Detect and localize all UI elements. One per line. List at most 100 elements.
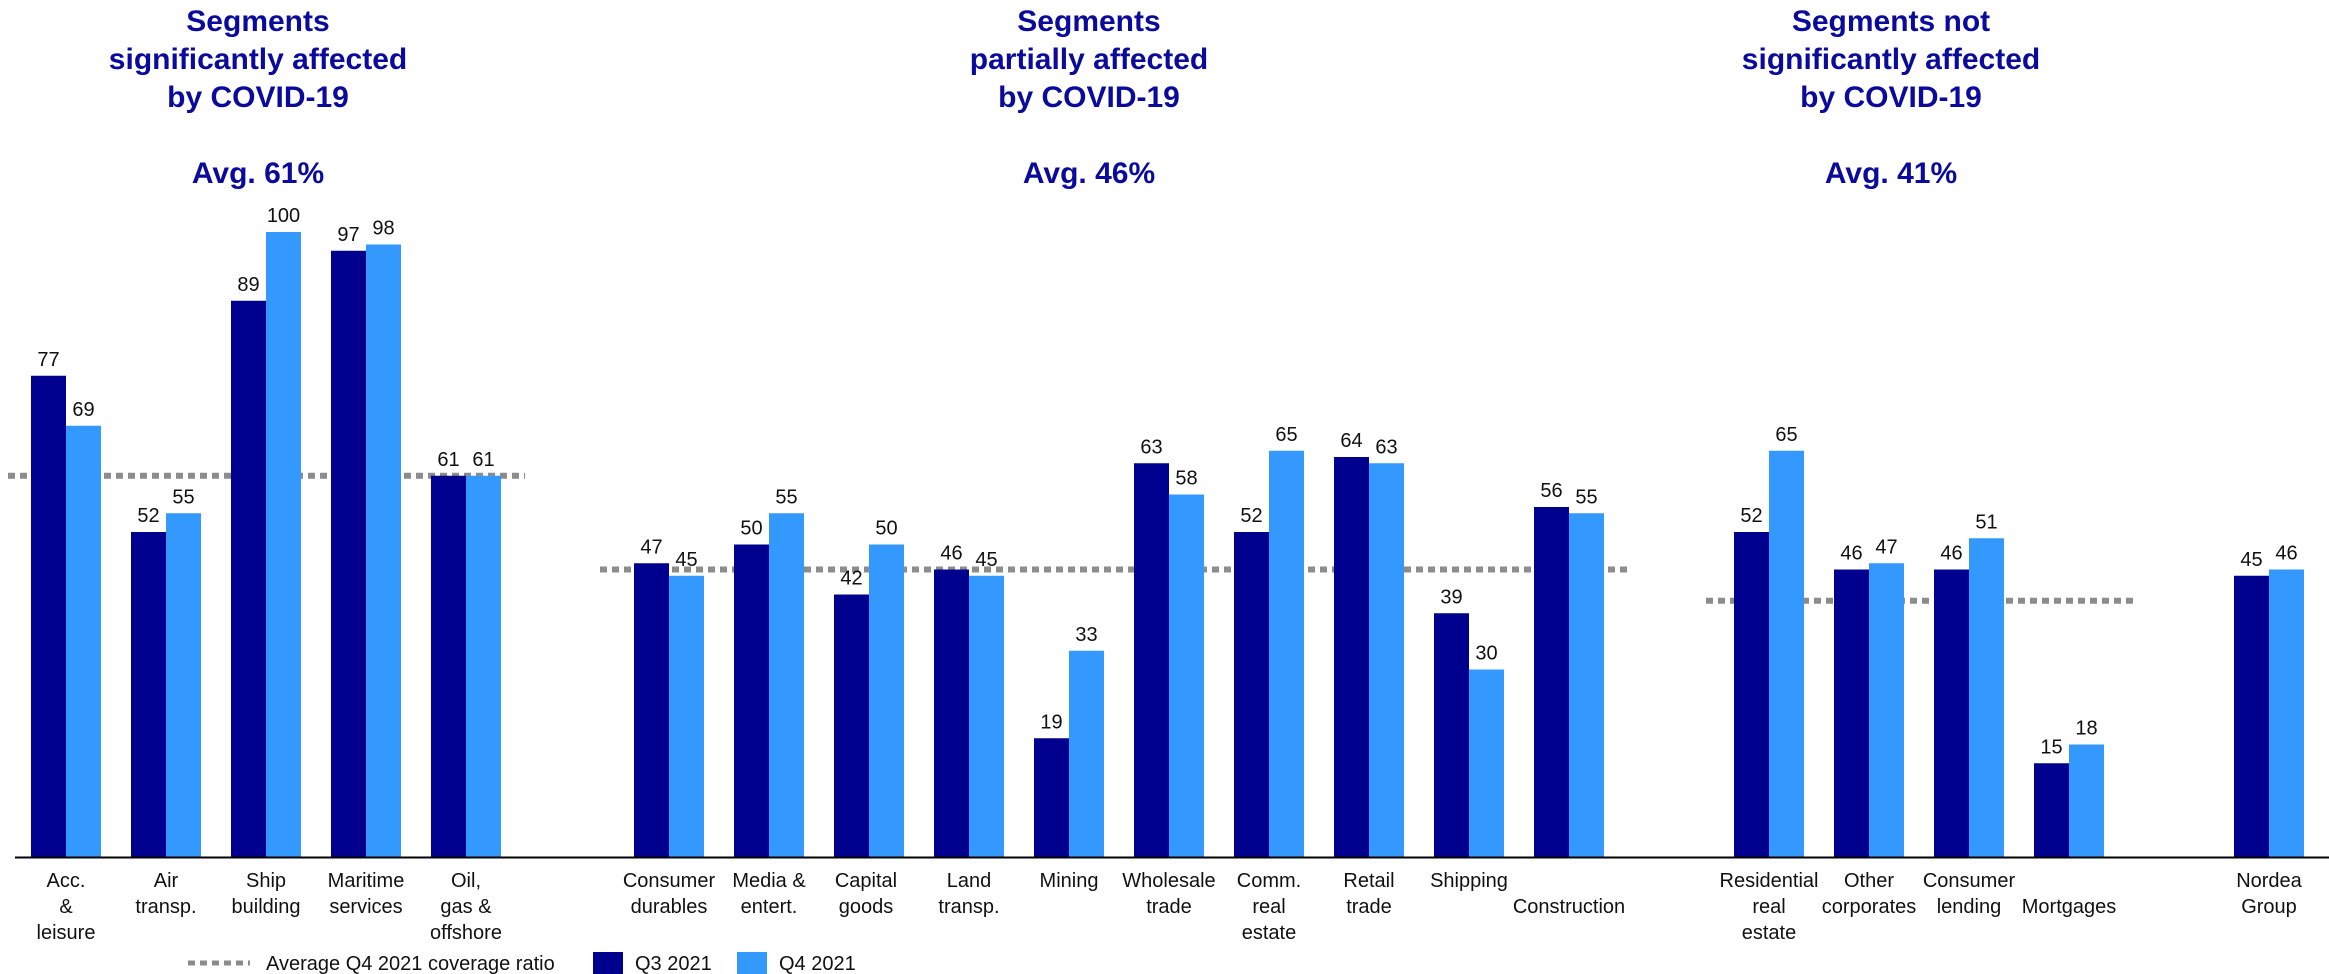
value-label-q4: 98 bbox=[372, 218, 394, 240]
value-label-q3: 15 bbox=[2040, 736, 2062, 758]
bar-q3 bbox=[634, 563, 669, 857]
category-label-line: Ship bbox=[246, 870, 286, 892]
bar-q4 bbox=[266, 232, 301, 857]
category-label-line: estate bbox=[1742, 922, 1796, 944]
group-average-label-0: Avg. 61% bbox=[192, 157, 324, 190]
value-label-q4: 50 bbox=[875, 518, 897, 540]
value-label-q4: 45 bbox=[675, 549, 697, 571]
category-label-line: Construction bbox=[1513, 896, 1625, 918]
value-label-q3: 46 bbox=[1840, 543, 1862, 565]
category-label: Mining bbox=[1040, 870, 1099, 892]
category-label: Ship building bbox=[232, 870, 301, 918]
bar-q3 bbox=[1034, 738, 1069, 857]
group-title-line: significantly affected bbox=[1742, 43, 2040, 76]
category-label-line: Land bbox=[947, 870, 992, 892]
category-label-line: Maritime bbox=[328, 870, 405, 892]
category-label-line: entert. bbox=[741, 896, 798, 918]
bar-q4 bbox=[1269, 450, 1304, 857]
value-label-q3: 52 bbox=[137, 505, 159, 527]
category-label: Acc. & leisure bbox=[37, 870, 96, 944]
value-label-q3: 89 bbox=[237, 274, 259, 296]
category-label: Retail trade bbox=[1343, 870, 1394, 918]
category-label: Oil, gas & offshore bbox=[430, 870, 502, 944]
legend-q3-label: Q3 2021 bbox=[635, 953, 712, 974]
value-label-q3: 19 bbox=[1040, 711, 1062, 733]
category-label: Construction bbox=[1513, 896, 1625, 918]
bar-q3 bbox=[1734, 532, 1769, 857]
value-label-q3: 52 bbox=[1740, 505, 1762, 527]
value-label-q3: 39 bbox=[1440, 586, 1462, 608]
category-label-line: estate bbox=[1242, 922, 1296, 944]
bar-q3 bbox=[1934, 569, 1969, 857]
value-label-q3: 42 bbox=[840, 568, 862, 590]
value-label-q3: 46 bbox=[940, 543, 962, 565]
category-label-line: leisure bbox=[37, 922, 96, 944]
bar-q3 bbox=[2034, 763, 2069, 857]
category-label-line: Media & bbox=[732, 870, 806, 892]
bar-q4 bbox=[2269, 569, 2304, 857]
bar-q4 bbox=[1569, 513, 1604, 857]
value-label-q4: 51 bbox=[1975, 511, 1997, 533]
category-label-line: Mortgages bbox=[2022, 896, 2117, 918]
category-label: Other corporates bbox=[1822, 870, 1917, 918]
group-title-line: significantly affected bbox=[109, 43, 407, 76]
value-label-q4: 33 bbox=[1075, 624, 1097, 646]
value-label-q3: 63 bbox=[1140, 436, 1162, 458]
bar-q4 bbox=[869, 544, 904, 857]
category-label-line: real bbox=[1752, 896, 1785, 918]
bar-q4 bbox=[1469, 669, 1504, 857]
category-label-line: Nordea bbox=[2236, 870, 2302, 892]
bar-q3 bbox=[934, 569, 969, 857]
bar-q3 bbox=[331, 250, 366, 857]
category-label-line: Group bbox=[2241, 896, 2297, 918]
value-label-q4: 55 bbox=[775, 486, 797, 508]
category-label: Media & entert. bbox=[732, 870, 806, 918]
category-label-line: Comm. bbox=[1237, 870, 1301, 892]
bar-q4 bbox=[1769, 450, 1804, 857]
value-label-q4: 55 bbox=[172, 486, 194, 508]
group-title-line: by COVID-19 bbox=[167, 81, 349, 114]
value-label-q4: 61 bbox=[472, 449, 494, 471]
group-title-line: Segments bbox=[1017, 5, 1160, 38]
bar-q3 bbox=[1234, 532, 1269, 857]
bar-q4 bbox=[969, 575, 1004, 857]
category-label-line: Residential bbox=[1720, 870, 1819, 892]
legend-q3-swatch bbox=[593, 952, 623, 974]
value-label-q3: 52 bbox=[1240, 505, 1262, 527]
category-label: Comm. real estate bbox=[1237, 870, 1301, 944]
category-label: Residential real estate bbox=[1720, 870, 1819, 944]
value-label-q4: 65 bbox=[1775, 424, 1797, 446]
value-label-q4: 55 bbox=[1575, 486, 1597, 508]
category-label-line: Consumer bbox=[623, 870, 716, 892]
category-label-line: Consumer bbox=[1923, 870, 2016, 892]
bar-q3 bbox=[231, 300, 266, 857]
group-title-2: Segments not significantly affected by COV… bbox=[1742, 5, 2040, 114]
category-label-line: Air bbox=[154, 870, 179, 892]
value-label-q4: 45 bbox=[975, 549, 997, 571]
bar-q4 bbox=[1069, 650, 1104, 857]
category-label-line: services bbox=[329, 896, 402, 918]
bar-q4 bbox=[1969, 538, 2004, 857]
category-label: Land transp. bbox=[938, 870, 999, 918]
bar-q4 bbox=[1369, 463, 1404, 857]
category-label-line: Retail bbox=[1343, 870, 1394, 892]
group-title-line: Segments bbox=[186, 5, 329, 38]
group-title-line: partially affected bbox=[970, 43, 1208, 76]
category-label-line: lending bbox=[1937, 896, 2002, 918]
bar-q4 bbox=[669, 575, 704, 857]
category-label-line: trade bbox=[1346, 896, 1392, 918]
bar-q3 bbox=[131, 532, 166, 857]
category-label: Shipping bbox=[1430, 870, 1508, 892]
legend-q4-label: Q4 2021 bbox=[779, 953, 856, 974]
value-label-q4: 46 bbox=[2275, 543, 2297, 565]
group-title-1: Segments partially affected by COVID-19 bbox=[970, 5, 1208, 114]
value-label-q3: 56 bbox=[1540, 480, 1562, 502]
category-label-line: offshore bbox=[430, 922, 502, 944]
bars bbox=[31, 232, 2304, 857]
category-labels: Acc. & leisure Air transp. Ship building Mariti… bbox=[37, 870, 2303, 944]
bar-q3 bbox=[1434, 613, 1469, 857]
category-label: Wholesale trade bbox=[1122, 870, 1215, 918]
category-label-line: Capital bbox=[835, 870, 897, 892]
category-label-line: trade bbox=[1146, 896, 1192, 918]
